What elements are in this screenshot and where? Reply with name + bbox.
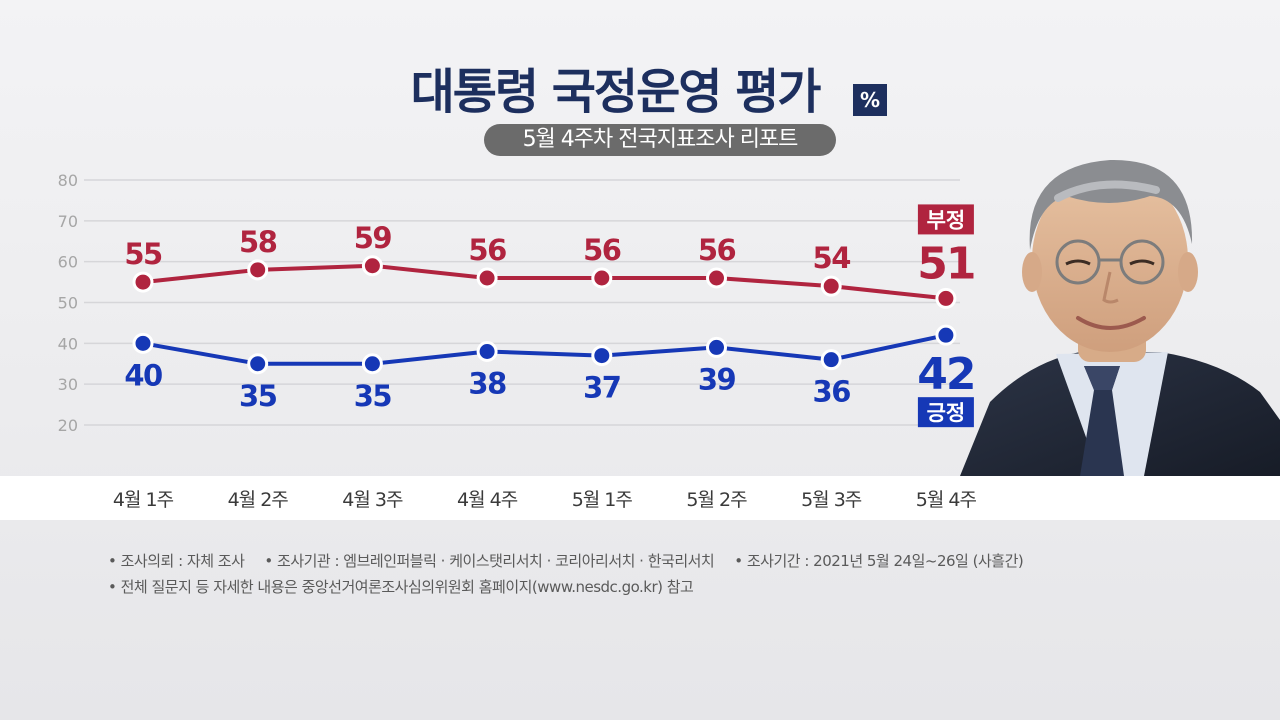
chart-title: 대통령 국정운영 평가 (410, 64, 822, 120)
negative-data-label: 58 (239, 225, 277, 259)
negative-point (820, 275, 842, 297)
chart-subtitle: 5월 4주차 전국지표조사 리포트 (484, 124, 836, 156)
x-tick-label: 5월 3주 (801, 489, 862, 511)
positive-point (247, 353, 269, 375)
negative-data-label: 56 (468, 233, 506, 267)
negative-series-line (142, 263, 947, 301)
grid: 80 70 60 50 40 30 20 (58, 171, 960, 435)
positive-data-label: 35 (239, 379, 277, 413)
positive-data-label: 39 (698, 362, 736, 396)
positive-point (820, 349, 842, 371)
note-agency: 조사기관 : 엠브레인퍼블릭 · 케이스탯리서치 · 코리아리서치 · 한국리서… (264, 548, 715, 574)
positive-data-label: 37 (583, 371, 620, 405)
positive-data-label: 36 (813, 375, 851, 409)
unit-badge: % (853, 84, 887, 116)
negative-point (476, 267, 498, 289)
positive-point (706, 336, 727, 358)
positive-point (935, 324, 957, 346)
positive-data-label: 38 (468, 367, 506, 401)
negative-data-label: 51 (917, 238, 974, 289)
x-tick-label: 4월 1주 (113, 489, 174, 511)
note-reference: 전체 질문지 등 자세한 내용은 중앙선거여론조사심의위원회 홈페이지(www.… (108, 574, 694, 600)
x-tick-label: 5월 2주 (686, 489, 747, 511)
x-axis-labels: 4월 1주 4월 2주 4월 3주 4월 4주 5월 1주 5월 2주 5월 3주 5월 4주 (113, 489, 978, 511)
y-tick-label: 30 (58, 375, 78, 394)
negative-point (247, 259, 269, 281)
y-tick-label: 20 (58, 416, 78, 435)
negative-point (361, 255, 383, 277)
x-tick-label: 4월 4주 (457, 489, 518, 511)
negative-data-label: 59 (354, 221, 392, 255)
positive-data-label: 40 (124, 358, 162, 392)
positive-point (132, 332, 154, 354)
negative-legend-badge (917, 204, 974, 235)
negative-data-label: 56 (698, 233, 736, 267)
positive-point (361, 353, 383, 375)
y-tick-label: 50 (58, 294, 78, 313)
positive-legend-label: 긍정 (927, 401, 966, 425)
positive-data-label: 35 (354, 379, 392, 413)
survey-notes: 조사의뢰 : 자체 조사 조사기관 : 엠브레인퍼블릭 · 케이스탯리서치 · … (108, 548, 1168, 600)
x-tick-label: 5월 4주 (916, 489, 977, 511)
y-tick-label: 70 (58, 212, 78, 231)
positive-legend-badge (917, 397, 974, 428)
negative-point (132, 271, 154, 293)
x-tick-label: 4월 3주 (342, 489, 403, 511)
positive-point (476, 341, 498, 362)
note-period: 조사기간 : 2021년 5월 24일~26일 (사흘간) (734, 548, 1024, 574)
negative-legend-label: 부정 (927, 208, 966, 232)
negative-data-label: 55 (124, 237, 162, 271)
negative-data-label: 56 (583, 233, 621, 267)
notes-line-1: 조사의뢰 : 자체 조사 조사기관 : 엠브레인퍼블릭 · 케이스탯리서치 · … (108, 548, 1168, 574)
negative-point (706, 267, 727, 289)
line-chart: 80 70 60 50 40 30 20 55 58 59 56 56 56 54 51 부정 40 35 35 3… (58, 171, 978, 511)
positive-data-label: 42 (917, 349, 974, 400)
x-tick-label: 4월 2주 (228, 489, 289, 511)
notes-line-2: 전체 질문지 등 자세한 내용은 중앙선거여론조사심의위원회 홈페이지(www.… (108, 574, 1168, 600)
y-tick-label: 60 (58, 253, 78, 272)
y-tick-label: 40 (58, 334, 78, 353)
positive-series-line (142, 333, 947, 366)
x-tick-label: 5월 1주 (572, 489, 633, 511)
positive-point (591, 345, 613, 367)
x-axis-band (0, 476, 1280, 520)
y-tick-label: 80 (58, 171, 78, 190)
negative-point (591, 267, 613, 289)
note-client: 조사의뢰 : 자체 조사 (108, 548, 245, 574)
negative-data-label: 54 (813, 241, 851, 275)
president-portrait (960, 159, 1280, 476)
negative-point (935, 287, 957, 309)
